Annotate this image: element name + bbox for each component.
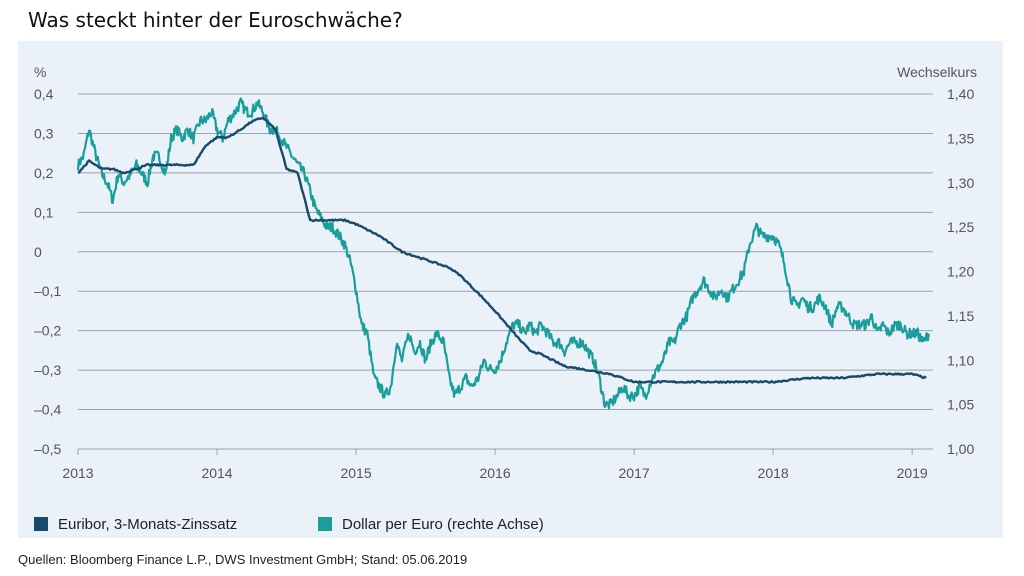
right-tick-label: 1,30 bbox=[947, 175, 974, 191]
right-tick-label: 1,35 bbox=[947, 130, 974, 146]
x-tick-label: 2014 bbox=[201, 465, 232, 481]
x-tick-label: 2018 bbox=[758, 465, 789, 481]
legend-item-usd: Dollar per Euro (rechte Achse) bbox=[318, 514, 544, 534]
legend-label-usd: Dollar per Euro (rechte Achse) bbox=[342, 515, 544, 533]
source-note: Quellen: Bloomberg Finance L.P., DWS Inv… bbox=[18, 552, 468, 567]
left-tick-label: 0,3 bbox=[34, 125, 54, 141]
left-tick-label: 0,1 bbox=[34, 204, 54, 220]
legend-label-euribor: Euribor, 3-Monats-Zinssatz bbox=[58, 515, 238, 533]
x-tick-label: 2017 bbox=[619, 465, 650, 481]
series-lines bbox=[76, 97, 930, 410]
x-tick-label: 2016 bbox=[479, 465, 510, 481]
left-tick-label: 0,4 bbox=[34, 86, 54, 102]
left-tick-label: 0,2 bbox=[34, 165, 54, 181]
left-tick-label: –0,5 bbox=[34, 441, 61, 457]
series-line-euribor bbox=[77, 116, 927, 384]
x-tick-label: 2015 bbox=[340, 465, 371, 481]
x-tick-label: 2013 bbox=[62, 465, 93, 481]
chart-panel bbox=[18, 41, 1003, 538]
right-tick-label: 1,25 bbox=[947, 219, 974, 235]
x-tick-label: 2019 bbox=[897, 465, 928, 481]
right-tick-label: 1,20 bbox=[947, 264, 974, 280]
grid-lines bbox=[77, 93, 933, 455]
legend-swatch-usd bbox=[318, 517, 332, 531]
left-tick-label: 0 bbox=[34, 244, 42, 260]
right-tick-label: 1,15 bbox=[947, 308, 974, 324]
series-line-usd bbox=[76, 97, 930, 410]
left-tick-label: –0,3 bbox=[34, 362, 61, 378]
left-tick-label: –0,1 bbox=[34, 283, 61, 299]
right-tick-label: 1,40 bbox=[947, 86, 974, 102]
right-tick-label: 1,10 bbox=[947, 352, 974, 368]
legend-swatch-euribor bbox=[34, 517, 48, 531]
right-tick-label: 1,05 bbox=[947, 397, 974, 413]
left-tick-label: –0,2 bbox=[34, 323, 61, 339]
legend-item-euribor: Euribor, 3-Monats-Zinssatz bbox=[34, 514, 237, 534]
left-tick-label: –0,4 bbox=[34, 402, 61, 418]
right-tick-label: 1,00 bbox=[947, 441, 974, 457]
axis-labels: % Wechselkurs 0,4 0,3 0,2 0,1 0 –0,1 –0,2 –0,3 –… bbox=[34, 64, 977, 481]
page-title: Was steckt hinter der Euroschwäche? bbox=[28, 8, 403, 32]
left-axis-unit-label: % bbox=[34, 64, 46, 80]
right-axis-unit-label: Wechselkurs bbox=[897, 64, 977, 80]
